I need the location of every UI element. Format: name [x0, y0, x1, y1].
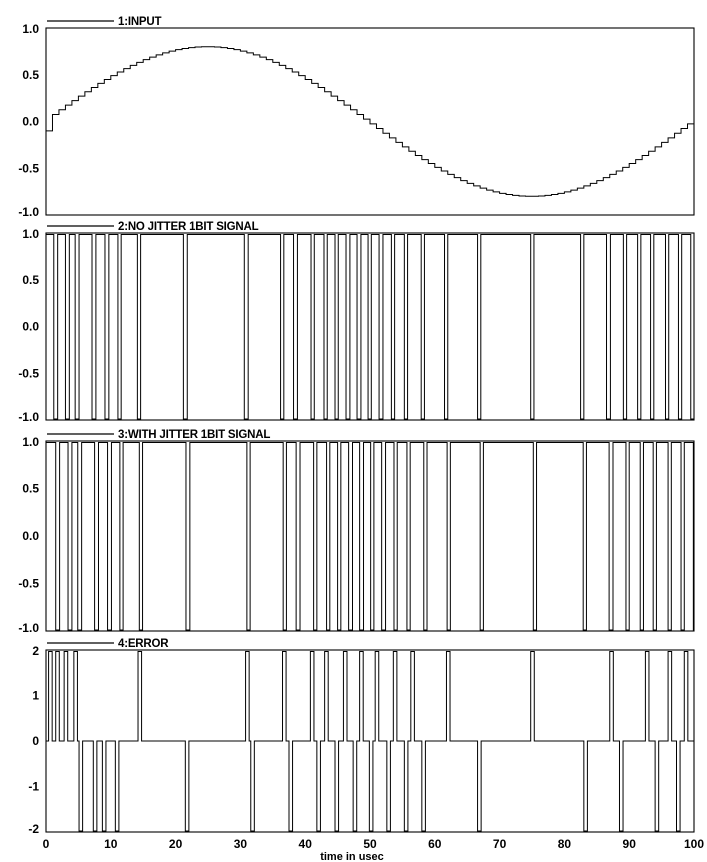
panel-1-frame: [45, 27, 695, 216]
x-tick-label: 40: [299, 837, 313, 851]
panel-2-y-tick-label: -1.0: [18, 410, 39, 424]
panel-4-y-tick-label: -2: [28, 822, 39, 836]
x-tick-label: 30: [234, 837, 248, 851]
panel-3-y-tick-label: 0.5: [22, 482, 39, 496]
panel-1-y-tick-label: 0.5: [22, 68, 39, 82]
panel-4-y-tick-label: 1: [32, 689, 39, 703]
panel-3-y-tick-label: 1.0: [22, 435, 39, 449]
panel-1-y-tick-label: -1.0: [18, 205, 39, 219]
x-tick-label: 100: [684, 837, 704, 851]
panel-3-frame: [45, 440, 695, 632]
x-tick-label: 80: [558, 837, 572, 851]
panel-1-trace: [46, 46, 694, 197]
panel-3-y-tick-label: -1.0: [18, 621, 39, 635]
panel-2-frame: [45, 232, 695, 421]
x-tick-label: 70: [493, 837, 507, 851]
x-tick-label: 90: [623, 837, 637, 851]
panel-1-y-tick-label: 0.0: [22, 115, 39, 129]
panel-1-y-tick-label: 1.0: [22, 22, 39, 36]
panel-1-legend-label: 1:INPUT: [118, 16, 162, 28]
x-tick-label: 10: [104, 837, 118, 851]
panel-2-y-tick-label: 1.0: [22, 227, 39, 241]
x-tick-label: 0: [43, 837, 50, 851]
panel-4-y-tick-label: -1: [28, 780, 39, 794]
panel-4-legend-label: 4:ERROR: [118, 638, 169, 650]
x-tick-label: 50: [363, 837, 377, 851]
panel-1-y-tick-label: -0.5: [18, 161, 39, 175]
panel-3-y-tick-label: -0.5: [18, 577, 39, 591]
x-tick-label: 20: [169, 837, 183, 851]
panel-4-y-tick-label: 2: [32, 644, 39, 658]
panel-2-y-tick-label: 0.0: [22, 320, 39, 334]
panel-3-trace: [45, 442, 694, 631]
panel-4-y-tick-label: 0: [32, 734, 39, 748]
x-tick-label: 60: [428, 837, 442, 851]
panel-3-legend-label: 3:WITH JITTER 1BIT SIGNAL: [118, 429, 270, 441]
panel-2-y-tick-label: -0.5: [18, 366, 39, 380]
panel-2-trace: [45, 234, 694, 420]
x-axis-label: time in usec: [320, 851, 384, 862]
panel-4-trace: [46, 651, 694, 832]
panel-2-legend-label: 2:NO JITTER 1BIT SIGNAL: [118, 221, 259, 233]
panel-3-y-tick-label: 0.0: [22, 529, 39, 543]
panel-2-y-tick-label: 0.5: [22, 273, 39, 287]
